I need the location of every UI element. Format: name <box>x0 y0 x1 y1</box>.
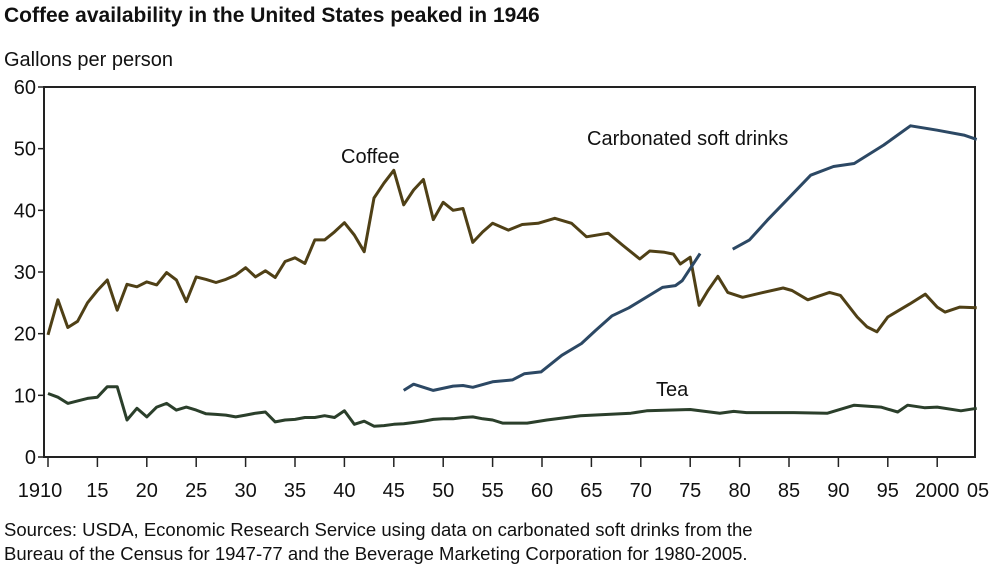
x-tick-label: 80 <box>728 480 750 502</box>
series-line-carbonated-soft-drinks <box>402 252 702 392</box>
y-tick-label: 20 <box>14 324 36 346</box>
x-tick-label: 20 <box>136 480 158 502</box>
x-tick-label: 85 <box>778 480 800 502</box>
x-tick-label: 50 <box>432 480 454 502</box>
series-line-coffee <box>46 168 977 336</box>
series-line-tea <box>47 385 977 428</box>
x-tick-label: 15 <box>86 480 108 502</box>
x-tick-label: 60 <box>531 480 553 502</box>
x-tick-label: 2000 <box>915 480 960 502</box>
chart-title: Coffee availability in the United States… <box>4 4 540 27</box>
x-tick-label: 75 <box>679 480 701 502</box>
x-tick-label: 25 <box>185 480 207 502</box>
x-tick-label: 40 <box>333 480 355 502</box>
y-tick-label: 0 <box>25 447 36 469</box>
x-tick-label: 05 <box>967 480 989 502</box>
plot-frame <box>43 86 976 458</box>
y-tick-label: 60 <box>14 77 36 99</box>
x-tick-label: 35 <box>284 480 306 502</box>
x-tick-label: 30 <box>234 480 256 502</box>
annotation-soft-drinks: Carbonated soft drinks <box>587 128 788 150</box>
series-line-carbonated-soft-drinks <box>731 124 978 251</box>
y-tick-label: 10 <box>14 385 36 407</box>
x-tick-label: 70 <box>630 480 652 502</box>
x-tick-label: 95 <box>877 480 899 502</box>
annotation-coffee: Coffee <box>341 146 400 168</box>
y-tick-label: 50 <box>14 139 36 161</box>
x-tick-label: 90 <box>827 480 849 502</box>
annotation-tea: Tea <box>656 379 689 401</box>
x-tick-label: 65 <box>580 480 602 502</box>
y-tick-label: 40 <box>14 200 36 222</box>
y-axis-label: Gallons per person <box>4 49 173 71</box>
x-tick-label: 1910 <box>18 480 63 502</box>
source-line-1: Sources: USDA, Economic Research Service… <box>4 519 753 540</box>
x-tick-label: 45 <box>383 480 405 502</box>
y-tick-label: 30 <box>14 262 36 284</box>
source-line-2: Bureau of the Census for 1947-77 and the… <box>4 543 748 564</box>
x-tick-label: 55 <box>481 480 503 502</box>
